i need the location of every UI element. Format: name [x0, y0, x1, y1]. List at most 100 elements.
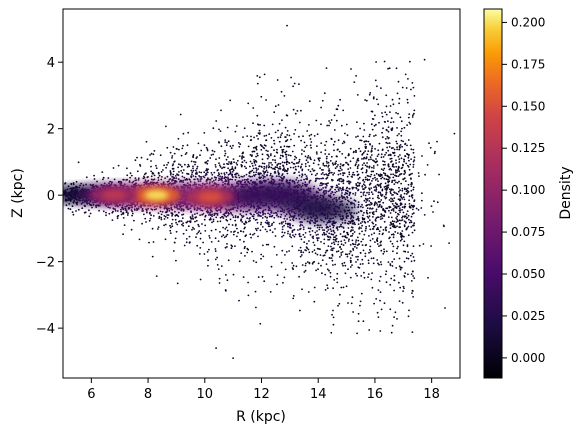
data-point	[191, 217, 193, 220]
data-point	[411, 224, 414, 227]
data-point	[153, 174, 156, 177]
data-point	[300, 249, 302, 252]
data-point	[355, 261, 357, 263]
data-point	[192, 156, 195, 159]
data-point	[336, 281, 339, 284]
data-point	[413, 229, 416, 232]
data-point	[281, 174, 283, 177]
data-point	[264, 213, 267, 215]
data-point	[308, 251, 311, 254]
data-point	[284, 136, 287, 139]
data-point	[234, 219, 237, 222]
data-point	[216, 220, 219, 223]
data-point	[330, 119, 333, 121]
data-point	[405, 188, 408, 191]
data-point	[379, 186, 382, 189]
data-point	[357, 312, 360, 315]
data-point	[218, 173, 221, 176]
data-point	[217, 172, 220, 174]
data-point	[237, 174, 240, 177]
data-point	[389, 154, 392, 157]
data-point	[203, 171, 206, 174]
data-point	[391, 223, 393, 226]
data-point	[230, 168, 233, 171]
data-point	[187, 131, 190, 134]
data-point	[308, 124, 310, 126]
data-point	[395, 162, 397, 165]
data-point	[317, 268, 319, 271]
data-point	[365, 227, 367, 230]
data-point	[158, 215, 161, 218]
data-point	[223, 177, 226, 180]
data-point	[322, 229, 324, 231]
data-point	[263, 147, 266, 150]
data-point	[243, 165, 246, 168]
data-point	[362, 192, 365, 194]
data-point	[361, 221, 364, 223]
data-point	[270, 211, 273, 214]
data-point	[147, 207, 150, 210]
data-point	[313, 135, 316, 137]
data-point	[375, 210, 378, 213]
data-point	[333, 243, 336, 246]
data-point	[389, 191, 392, 193]
data-point	[286, 170, 288, 173]
data-point	[282, 165, 285, 168]
data-point	[367, 273, 370, 275]
data-point	[403, 198, 406, 201]
data-point	[398, 148, 401, 151]
data-point	[173, 152, 176, 155]
data-point	[245, 234, 248, 237]
data-point	[238, 180, 241, 183]
data-point	[197, 180, 200, 183]
data-point	[336, 155, 338, 158]
data-point	[125, 210, 128, 212]
data-point	[216, 256, 219, 259]
data-point	[355, 241, 357, 243]
data-point	[240, 214, 243, 217]
data-point	[274, 161, 277, 164]
data-point	[334, 263, 336, 266]
data-point	[261, 158, 264, 161]
data-point	[387, 126, 390, 128]
data-point	[356, 185, 359, 188]
data-point	[165, 207, 168, 210]
data-point	[374, 224, 377, 226]
data-point	[308, 230, 311, 233]
data-point	[325, 184, 328, 187]
data-point	[359, 300, 362, 303]
data-point	[225, 171, 228, 174]
data-point	[299, 166, 302, 169]
data-point	[194, 175, 197, 178]
data-point	[397, 212, 399, 215]
data-point	[357, 178, 360, 180]
data-point	[315, 177, 317, 180]
data-point	[267, 155, 270, 158]
data-point	[259, 124, 261, 126]
data-point	[108, 212, 111, 215]
data-point	[389, 192, 392, 195]
data-point	[403, 160, 405, 163]
data-point	[181, 217, 184, 220]
data-point	[330, 138, 333, 141]
data-point	[389, 240, 392, 243]
data-point	[367, 150, 370, 153]
data-point	[361, 230, 363, 233]
data-point	[287, 154, 290, 157]
data-point	[408, 159, 410, 162]
data-point	[355, 239, 358, 242]
data-point	[237, 231, 239, 234]
data-point	[355, 187, 358, 190]
data-point	[421, 155, 423, 157]
data-point	[246, 210, 249, 213]
data-point	[327, 164, 330, 167]
data-point	[261, 226, 264, 228]
data-point	[182, 213, 185, 216]
data-point	[294, 129, 297, 131]
data-point	[398, 226, 401, 229]
data-point	[342, 226, 345, 229]
data-point	[362, 151, 365, 154]
data-point	[370, 154, 373, 156]
data-point	[372, 262, 375, 265]
data-point	[348, 220, 350, 223]
